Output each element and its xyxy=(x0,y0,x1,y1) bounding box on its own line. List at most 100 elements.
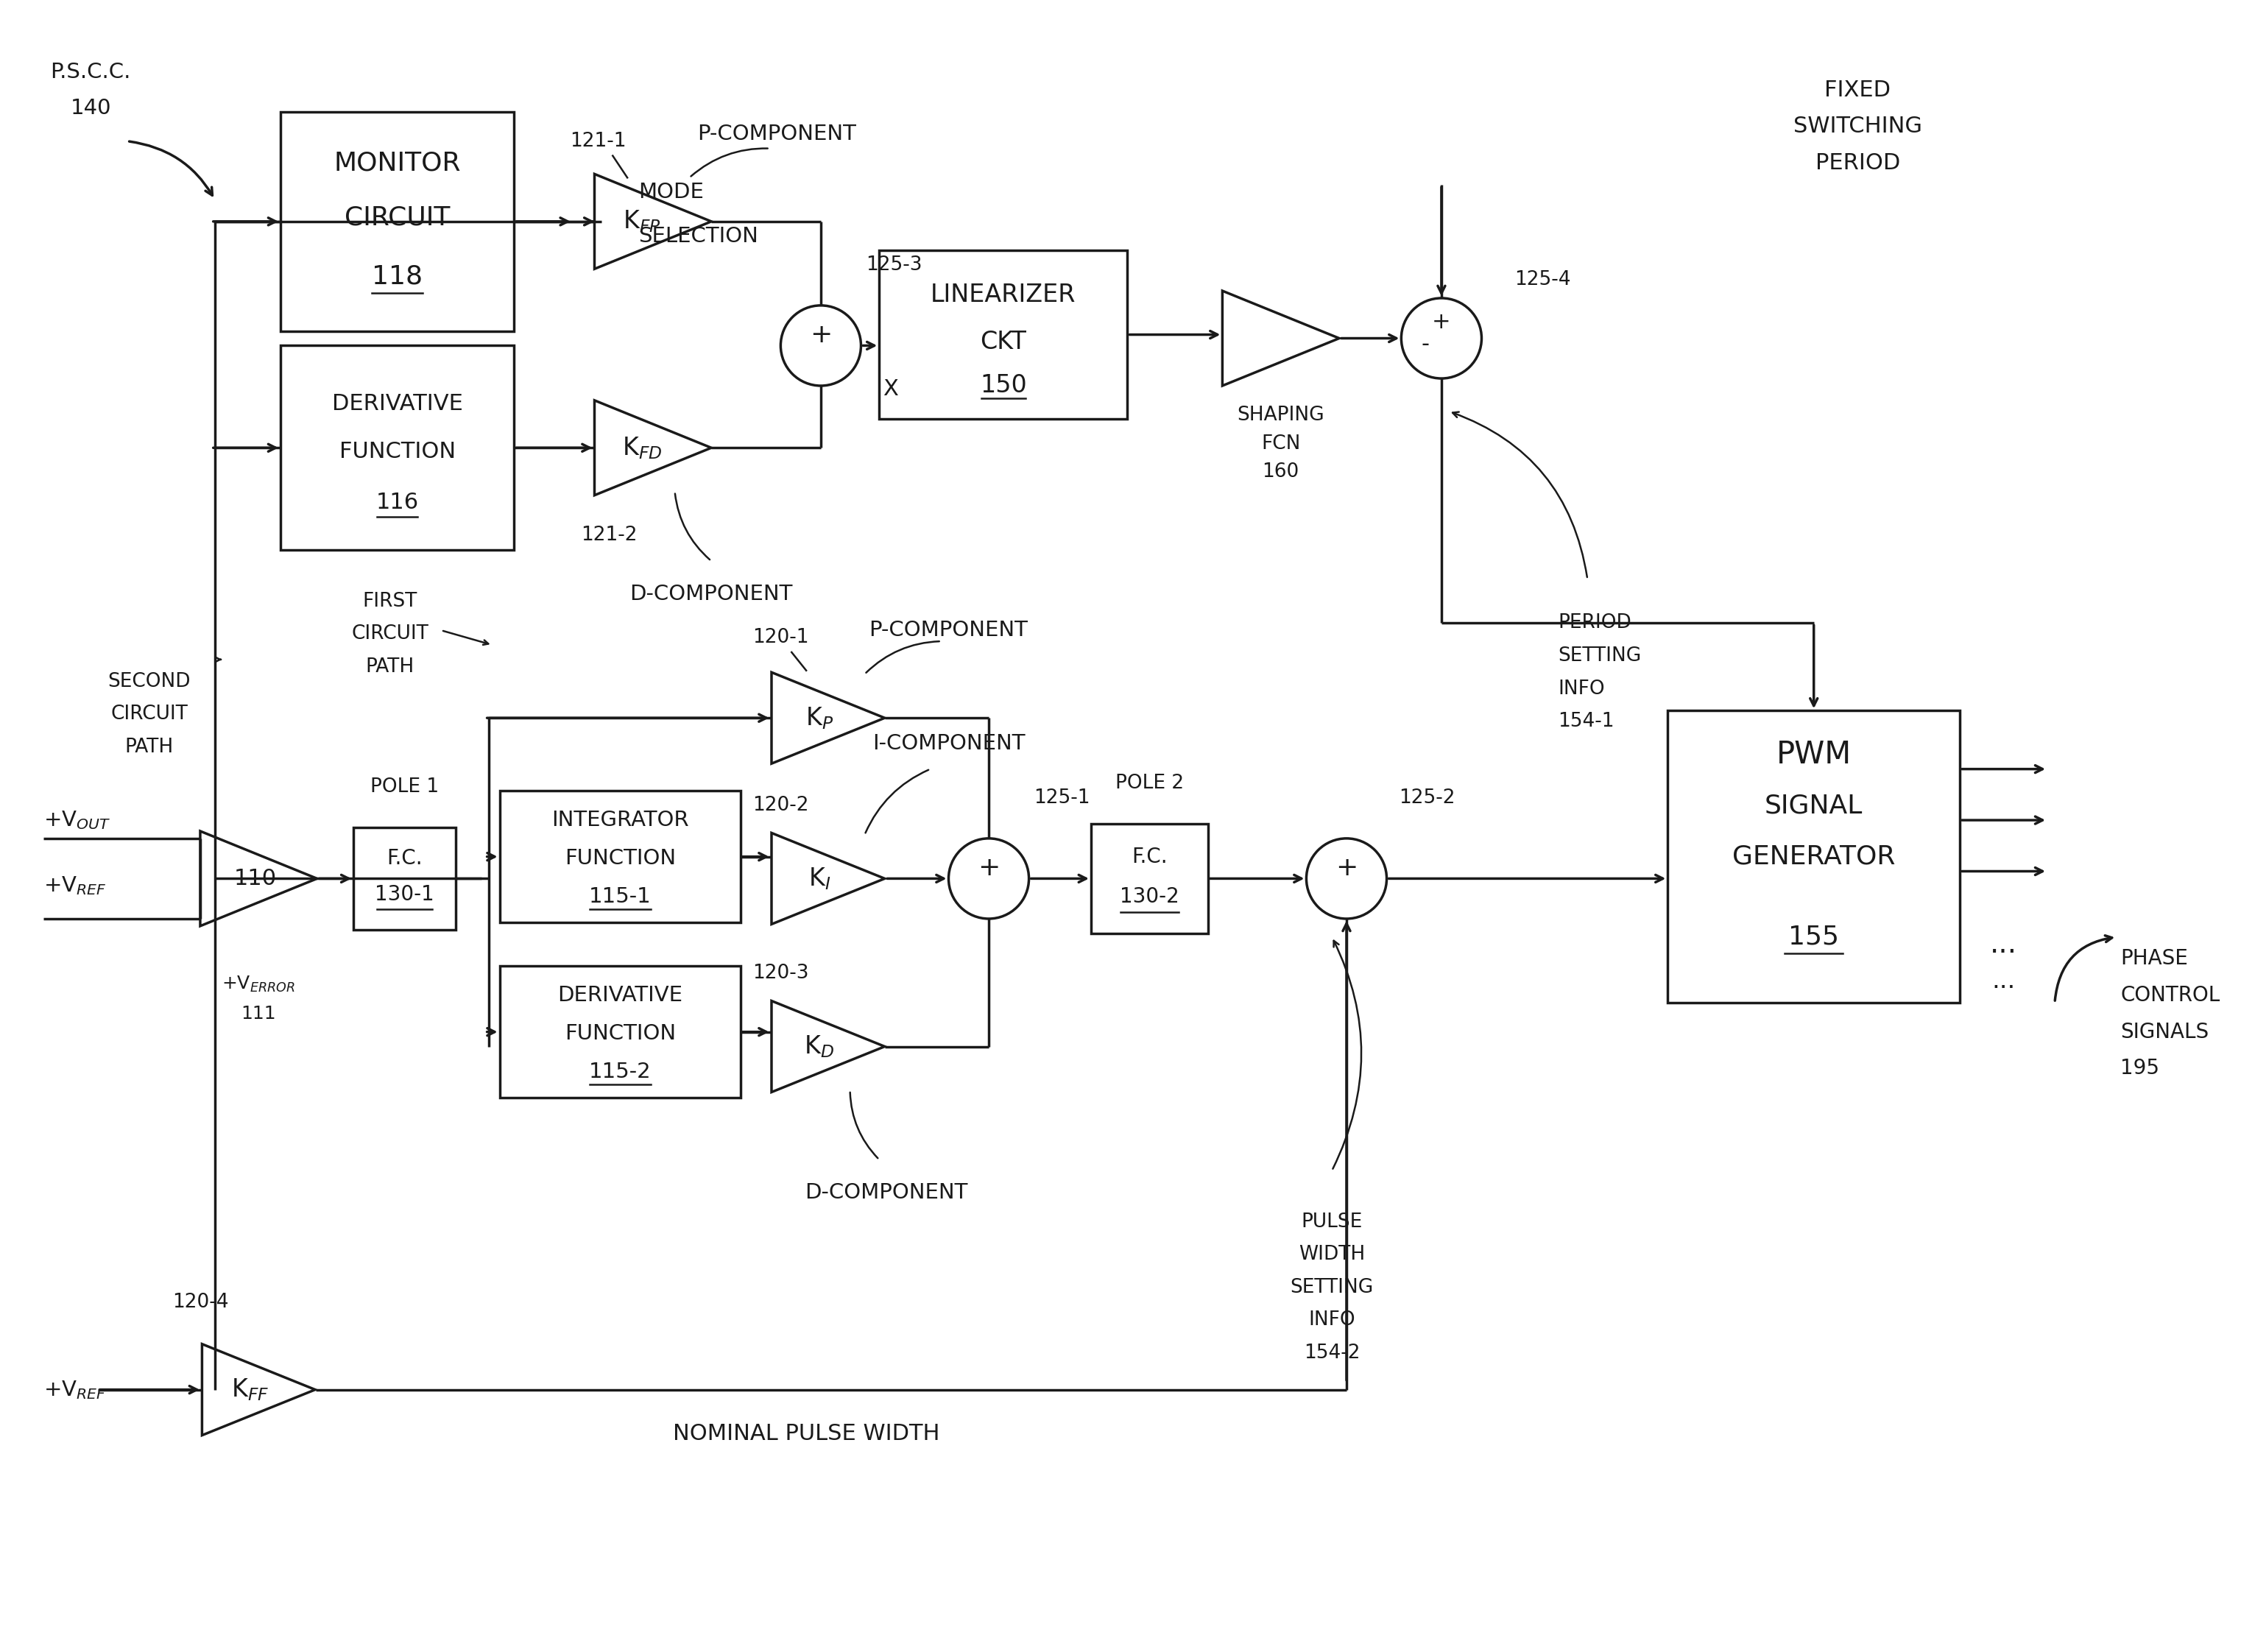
Text: -: - xyxy=(1421,334,1430,355)
Text: SELECTION: SELECTION xyxy=(639,226,757,246)
Text: 125-2: 125-2 xyxy=(1398,788,1454,808)
Text: 140: 140 xyxy=(69,97,112,119)
Text: ...: ... xyxy=(1992,968,2015,993)
Text: INFO: INFO xyxy=(1557,679,1605,699)
Circle shape xyxy=(780,306,861,385)
Text: LINEARIZER: LINEARIZER xyxy=(930,282,1076,307)
Bar xyxy=(500,966,740,1097)
Text: INFO: INFO xyxy=(1309,1310,1356,1330)
Text: DERIVATIVE: DERIVATIVE xyxy=(558,985,684,1006)
Text: SHAPING: SHAPING xyxy=(1237,405,1324,425)
Text: MODE: MODE xyxy=(639,182,704,203)
Text: 154-1: 154-1 xyxy=(1557,712,1614,732)
Text: POLE 2: POLE 2 xyxy=(1116,775,1183,793)
Text: MONITOR: MONITOR xyxy=(334,150,462,175)
Text: 116: 116 xyxy=(376,492,419,514)
Text: FIXED: FIXED xyxy=(1824,79,1891,101)
Text: SIGNALS: SIGNALS xyxy=(2120,1021,2210,1042)
Text: D-COMPONENT: D-COMPONENT xyxy=(805,1183,968,1203)
Text: I-COMPONENT: I-COMPONENT xyxy=(872,733,1024,753)
Polygon shape xyxy=(199,831,316,927)
Text: K$_P$: K$_P$ xyxy=(805,705,834,730)
Text: 130-1: 130-1 xyxy=(374,884,435,905)
Text: +V$_{OUT}$: +V$_{OUT}$ xyxy=(43,809,110,831)
Text: WIDTH: WIDTH xyxy=(1300,1246,1365,1264)
Polygon shape xyxy=(594,400,710,496)
Text: 160: 160 xyxy=(1262,463,1300,481)
Text: 195: 195 xyxy=(2120,1057,2160,1079)
Polygon shape xyxy=(1221,291,1340,385)
Text: 150: 150 xyxy=(979,373,1026,398)
Text: +: + xyxy=(977,856,999,881)
Text: +V$_{ERROR}$: +V$_{ERROR}$ xyxy=(222,975,296,995)
Text: +: + xyxy=(1336,856,1358,881)
Text: SIGNAL: SIGNAL xyxy=(1764,793,1862,818)
Text: POLE 1: POLE 1 xyxy=(370,778,439,796)
Text: CIRCUIT: CIRCUIT xyxy=(345,205,450,230)
Text: 125-4: 125-4 xyxy=(1515,271,1571,289)
Text: F.C.: F.C. xyxy=(1132,846,1168,867)
Text: 121-2: 121-2 xyxy=(580,525,636,545)
Text: 155: 155 xyxy=(1788,925,1840,950)
Text: PATH: PATH xyxy=(365,657,415,676)
Text: ...: ... xyxy=(1990,930,2017,958)
Text: PHASE: PHASE xyxy=(2120,948,2187,970)
Text: K$_I$: K$_I$ xyxy=(809,866,831,892)
Text: DERIVATIVE: DERIVATIVE xyxy=(332,393,464,415)
Text: FUNCTION: FUNCTION xyxy=(338,441,455,463)
Text: CIRCUIT: CIRCUIT xyxy=(110,705,188,724)
Text: PERIOD: PERIOD xyxy=(1815,152,1900,173)
Text: PULSE: PULSE xyxy=(1302,1213,1363,1231)
Text: 120-1: 120-1 xyxy=(753,628,809,648)
Circle shape xyxy=(948,839,1029,919)
Text: SETTING: SETTING xyxy=(1291,1279,1374,1297)
Text: SWITCHING: SWITCHING xyxy=(1793,116,1923,137)
Bar xyxy=(1667,710,1961,1003)
Text: PATH: PATH xyxy=(125,737,173,757)
Text: CKT: CKT xyxy=(979,330,1026,354)
Text: CIRCUIT: CIRCUIT xyxy=(352,624,428,644)
Text: 120-4: 120-4 xyxy=(173,1292,229,1312)
Bar xyxy=(354,828,455,930)
Bar xyxy=(280,345,513,550)
Text: P.S.C.C.: P.S.C.C. xyxy=(49,61,130,83)
Text: SECOND: SECOND xyxy=(108,672,190,691)
Text: 125-1: 125-1 xyxy=(1033,788,1089,808)
Bar xyxy=(878,251,1127,418)
Text: +V$_{REF}$: +V$_{REF}$ xyxy=(43,1379,105,1401)
Text: FUNCTION: FUNCTION xyxy=(565,1023,675,1044)
Text: INTEGRATOR: INTEGRATOR xyxy=(551,809,688,831)
Text: K$_{FP}$: K$_{FP}$ xyxy=(623,208,661,235)
Circle shape xyxy=(1307,839,1387,919)
Text: 125-3: 125-3 xyxy=(865,256,921,274)
Text: 120-2: 120-2 xyxy=(753,796,809,814)
Bar xyxy=(1091,824,1208,933)
Text: FCN: FCN xyxy=(1262,434,1300,454)
Text: 115-1: 115-1 xyxy=(589,887,652,907)
Text: CONTROL: CONTROL xyxy=(2120,985,2221,1006)
Text: 115-2: 115-2 xyxy=(589,1062,652,1082)
Polygon shape xyxy=(771,672,885,763)
Text: SETTING: SETTING xyxy=(1557,646,1643,666)
Text: D-COMPONENT: D-COMPONENT xyxy=(630,583,793,605)
Text: +: + xyxy=(809,322,831,347)
Polygon shape xyxy=(771,1001,885,1092)
Text: GENERATOR: GENERATOR xyxy=(1732,844,1896,869)
Text: K$_{FF}$: K$_{FF}$ xyxy=(231,1376,269,1403)
Text: FIRST: FIRST xyxy=(363,591,417,611)
Text: PERIOD: PERIOD xyxy=(1557,613,1631,633)
Polygon shape xyxy=(202,1345,316,1436)
Text: P-COMPONENT: P-COMPONENT xyxy=(870,620,1029,641)
Text: K$_{FD}$: K$_{FD}$ xyxy=(621,434,661,461)
Bar xyxy=(500,791,740,922)
Text: NOMINAL PULSE WIDTH: NOMINAL PULSE WIDTH xyxy=(672,1422,939,1444)
Text: 118: 118 xyxy=(372,264,424,289)
Text: PWM: PWM xyxy=(1777,738,1851,770)
Polygon shape xyxy=(771,833,885,923)
Text: K$_D$: K$_D$ xyxy=(805,1034,834,1059)
Bar xyxy=(280,112,513,330)
Circle shape xyxy=(1401,297,1481,378)
Text: +V$_{REF}$: +V$_{REF}$ xyxy=(43,876,105,897)
Text: FUNCTION: FUNCTION xyxy=(565,847,675,869)
Text: 121-1: 121-1 xyxy=(569,132,625,150)
